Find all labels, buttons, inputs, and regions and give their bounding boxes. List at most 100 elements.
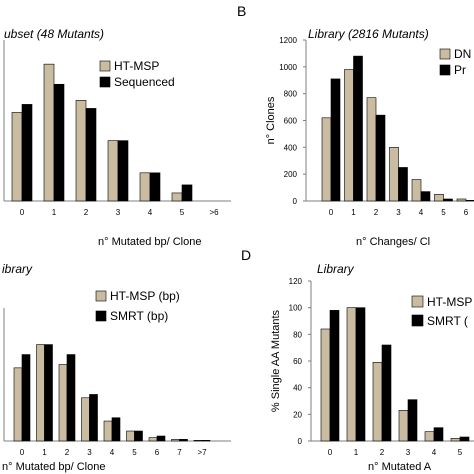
chart-panel-3: ibrary 0 1 2 3 4 5 6 7 >7 n° Mutated bp/ Clone HT-M…: [2, 262, 231, 473]
x-tick-label: 4: [432, 448, 437, 457]
legend-swatch: [99, 76, 111, 88]
chart-title: Library: [317, 262, 355, 276]
bar-series-a: [13, 367, 23, 442]
bar-series-a: [148, 437, 158, 442]
panel-letter: B: [237, 3, 246, 19]
x-tick-label: 3: [396, 208, 401, 217]
legend-swatch: [439, 48, 451, 60]
bar-series-a: [171, 192, 183, 202]
bar-series-b: [201, 440, 211, 442]
y-axis-label: % Single AA Mutants: [270, 309, 282, 412]
legend-label: HT-MSP: [427, 295, 472, 309]
chart-title: Library (2816 Mutants): [308, 27, 429, 41]
legend-label: HT-MSP (bp): [110, 289, 180, 303]
legend-swatch: [411, 295, 424, 308]
bar-series-b: [433, 427, 444, 442]
bar-series-a: [434, 193, 444, 202]
bar-series-b: [21, 104, 33, 202]
bar-series-b: [179, 439, 188, 442]
y-tick-label: 40: [293, 384, 302, 393]
y-tick-label: 200: [284, 170, 298, 179]
bar-series-b: [156, 435, 166, 442]
x-axis-label: n° Mutated A: [368, 461, 432, 473]
x-tick-label: 1: [351, 208, 356, 217]
bar-series-a: [321, 117, 332, 202]
bar-series-b: [381, 344, 392, 442]
y-tick-label: 80: [293, 330, 302, 339]
bar-series-b: [329, 310, 340, 442]
y-tick-label: 0: [298, 437, 303, 446]
bar-series-a: [456, 198, 467, 202]
bar-series-b: [53, 83, 65, 202]
x-tick-label: 4: [148, 208, 153, 217]
x-tick-label: 7: [177, 448, 182, 457]
legend-label: HT-MSP: [114, 59, 159, 73]
bar-series-b: [407, 399, 418, 442]
x-tick-label: 5: [458, 448, 463, 457]
bar-series-a: [75, 100, 87, 202]
legend-swatch: [99, 60, 111, 72]
y-tick-label: 0: [293, 197, 298, 206]
bar-series-b: [89, 394, 98, 442]
x-tick-label: 4: [110, 448, 115, 457]
bar-series-b: [44, 344, 53, 442]
x-tick-label: 3: [116, 208, 121, 217]
bar-series-a: [107, 140, 119, 202]
legend-label: SMRT (: [427, 314, 468, 328]
x-tick-label: 2: [374, 208, 379, 217]
legend-swatch: [411, 314, 424, 327]
y-tick-label: 20: [293, 410, 302, 419]
x-tick-label: 0: [329, 208, 334, 217]
x-axis-label: n° Changes/ Cl: [356, 236, 430, 248]
legend-swatch: [95, 310, 107, 322]
chart-title: ubset (48 Mutants): [4, 27, 104, 41]
x-tick-label: 0: [20, 448, 25, 457]
x-tick-label: 1: [42, 448, 47, 457]
x-axis-label: n° Mutated bp/ Clone: [98, 236, 201, 248]
y-axis-label: n° Clones: [265, 96, 277, 144]
x-tick-label: 2: [380, 448, 385, 457]
bar-series-b: [21, 354, 31, 442]
y-tick-label: 1200: [279, 36, 297, 45]
bar-series-a: [398, 410, 409, 442]
y-tick-label: 600: [284, 117, 298, 126]
chart-title: ibrary: [2, 262, 33, 276]
y-tick-label: 1000: [279, 63, 297, 72]
bar-series-a: [346, 307, 357, 442]
bar-series-b: [443, 198, 453, 202]
bar-series-b: [355, 307, 366, 442]
bar-series-a: [103, 420, 113, 442]
x-tick-label: 6: [464, 208, 469, 217]
x-tick-label: >7: [197, 448, 207, 457]
bar-series-a: [366, 97, 377, 202]
bar-series-a: [372, 362, 383, 442]
bar-series-b: [459, 436, 470, 442]
legend-swatch: [95, 290, 107, 302]
legend-swatch: [439, 64, 451, 76]
bar-series-b: [117, 140, 129, 202]
bar-series-a: [11, 112, 23, 202]
bar-series-a: [139, 172, 151, 202]
x-tick-label: 2: [84, 208, 89, 217]
y-tick-label: 100: [289, 304, 303, 313]
bar-series-a: [344, 69, 354, 202]
x-tick-label: 5: [180, 208, 185, 217]
bar-series-b: [181, 184, 193, 202]
bar-series-a: [193, 440, 203, 442]
bar-series-a: [171, 439, 180, 442]
bar-series-a: [58, 364, 68, 442]
legend-label: Sequenced: [114, 75, 175, 89]
x-tick-label: 5: [132, 448, 137, 457]
panel-letter: D: [241, 247, 251, 263]
y-tick-label: 120: [289, 277, 303, 286]
bar-series-b: [398, 167, 408, 202]
legend-label: DN: [454, 47, 471, 61]
bar-series-b: [353, 55, 363, 202]
x-axis-label: n° Mutated bp/ Clone: [2, 461, 105, 473]
legend-label: SMRT (bp): [110, 309, 168, 323]
bar-series-a: [36, 344, 45, 442]
bar-series-b: [66, 354, 76, 442]
bar-series-a: [43, 63, 55, 202]
